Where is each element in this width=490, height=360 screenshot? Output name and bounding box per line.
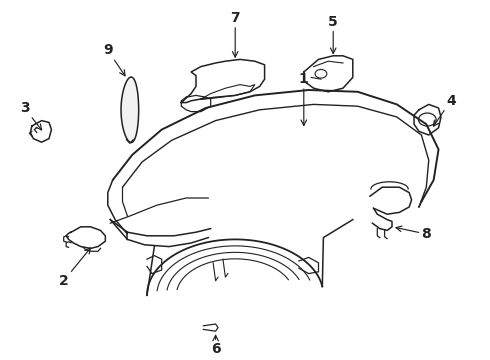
Text: 9: 9 [103,44,125,76]
Text: 6: 6 [211,335,220,356]
Text: 4: 4 [434,94,456,126]
Text: 1: 1 [299,72,309,126]
Text: 8: 8 [396,226,431,241]
Text: 7: 7 [230,11,240,57]
Text: 5: 5 [328,15,338,54]
Polygon shape [121,77,139,143]
Text: 3: 3 [20,101,42,130]
Text: 2: 2 [59,248,91,288]
